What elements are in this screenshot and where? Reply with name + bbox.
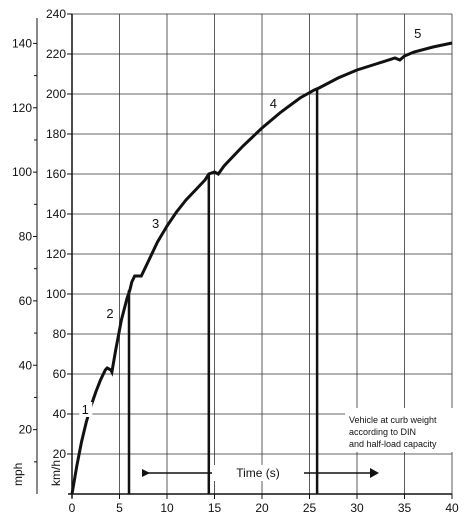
annotation-line-2: according to DIN <box>349 427 416 437</box>
x-tick-label: 5 <box>116 501 123 515</box>
time-axis-arrow: Time (s) <box>142 465 379 481</box>
kmh-tick-label: 200 <box>46 87 66 101</box>
gear-label: 4 <box>270 96 277 111</box>
annotation-line-1: Vehicle at curb weight <box>349 415 437 425</box>
gear-label: 3 <box>152 216 159 231</box>
kmh-tick-label: 180 <box>46 127 66 141</box>
kmh-tick-labels: 20 40 60 80 100 120 140 160 180 200 220 240 <box>46 7 72 461</box>
gear-label: 1 <box>82 402 89 417</box>
gear-shift-lines <box>127 90 319 494</box>
x-tick-label: 30 <box>350 501 364 515</box>
kmh-tick-label: 120 <box>46 247 66 261</box>
x-tick-label: 20 <box>255 501 269 515</box>
axes <box>36 14 452 498</box>
gear-label: 5 <box>414 26 421 41</box>
x-tick-label: 10 <box>160 501 174 515</box>
mph-tick-label: 140 <box>12 36 32 50</box>
annotation-background <box>345 408 453 452</box>
annotation-line-3: and half-load capacity <box>349 439 437 449</box>
mph-tick-label: 100 <box>12 165 32 179</box>
kmh-tick-label: 80 <box>53 327 67 341</box>
kmh-tick-label: 100 <box>46 287 66 301</box>
x-tick-label: 0 <box>69 501 76 515</box>
x-tick-label: 40 <box>445 501 459 515</box>
x-tick-label: 35 <box>398 501 412 515</box>
x-tick-label: 25 <box>303 501 317 515</box>
mph-tick-label: 20 <box>19 423 33 437</box>
grid <box>72 13 453 494</box>
speed-curve <box>70 41 453 495</box>
mph-tick-label: 40 <box>19 358 33 372</box>
mph-tick-label: 60 <box>19 294 33 308</box>
mph-tick-label: 120 <box>12 101 32 115</box>
time-label-bg <box>212 465 308 481</box>
gear-label-bg <box>149 216 163 231</box>
kmh-unit-label: km/h <box>49 460 63 486</box>
gear-label-bg <box>104 306 117 321</box>
x-axis-label: Time (s) <box>236 466 280 480</box>
gear-label-bg <box>411 26 425 41</box>
mph-tick-label: 80 <box>19 230 33 244</box>
kmh-tick-label: 60 <box>53 367 67 381</box>
x-tick-label: 15 <box>208 501 222 515</box>
kmh-tick-label: 140 <box>46 207 66 221</box>
kmh-tick-label: 220 <box>46 47 66 61</box>
gear-label: 2 <box>106 306 113 321</box>
annotation-box: Vehicle at curb weight according to DIN … <box>345 408 453 452</box>
time-arrow-left-head <box>142 469 150 477</box>
kmh-tick-label: 20 <box>53 447 67 461</box>
gear-labels: 1 2 3 4 5 <box>79 26 425 417</box>
time-arrow-right-head <box>370 468 379 478</box>
kmh-tick-label: 240 <box>46 7 66 21</box>
gear-label-bg <box>267 96 281 111</box>
kmh-tick-label: 40 <box>53 407 67 421</box>
x-tick-labels: 0 5 10 15 20 25 30 35 40 <box>69 494 459 515</box>
gear-label-bg <box>79 402 93 417</box>
kmh-tick-label: 160 <box>46 167 66 181</box>
mph-tick-labels: 20 40 60 80 100 120 140 <box>12 36 37 463</box>
mph-unit-label: mph <box>11 463 25 486</box>
